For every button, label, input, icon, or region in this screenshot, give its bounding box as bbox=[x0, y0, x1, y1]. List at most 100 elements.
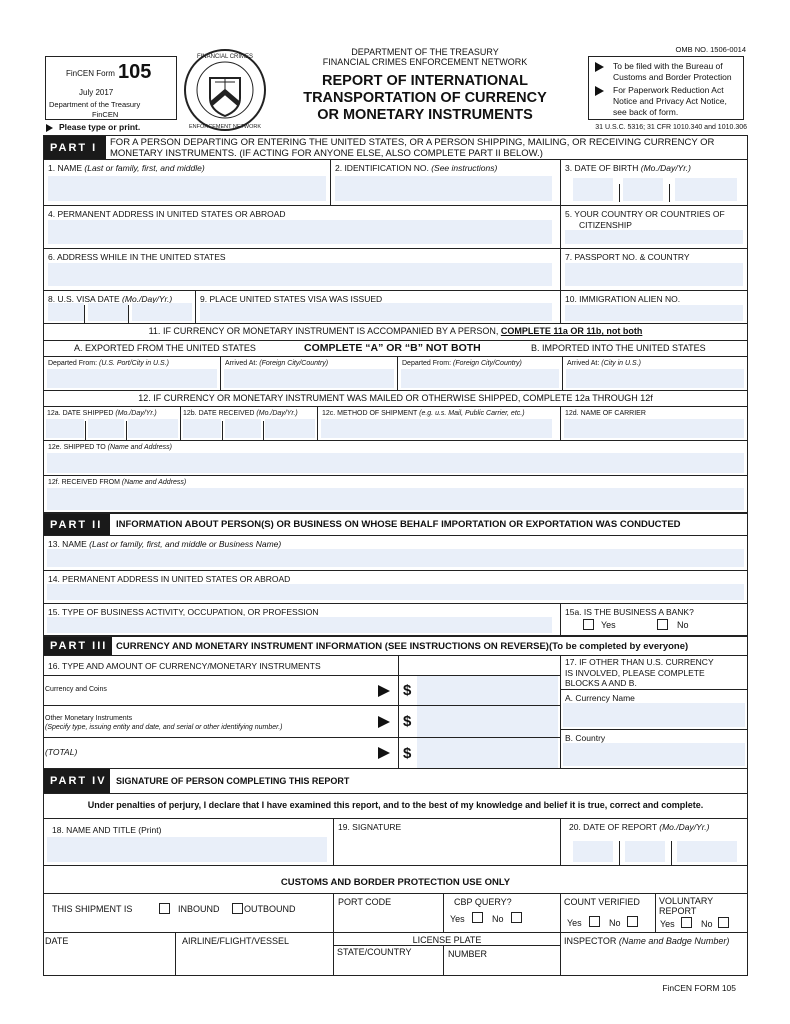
query-no-checkbox[interactable] bbox=[511, 912, 522, 923]
part-1-header: PART I FOR A PERSON DEPARTING OR ENTERIN… bbox=[43, 135, 748, 160]
svg-text:ENFORCEMENT NETWORK: ENFORCEMENT NETWORK bbox=[189, 124, 261, 130]
total-amount[interactable]: $ bbox=[398, 737, 561, 769]
license-plate: LICENSE PLATE STATE/COUNTRY NUMBER bbox=[333, 932, 561, 976]
license-plate-label: LICENSE PLATE bbox=[412, 935, 482, 945]
arrow-icon bbox=[595, 86, 604, 96]
us-address-field[interactable]: 6. ADDRESS WHILE IN THE UNITED STATES bbox=[43, 248, 561, 291]
inbound-label: INBOUND bbox=[178, 904, 220, 914]
form-label: FinCEN Form bbox=[66, 69, 115, 78]
count-no-checkbox[interactable] bbox=[627, 916, 638, 927]
query-yes-checkbox[interactable] bbox=[472, 912, 483, 923]
voluntary-label: VOLUNTARY REPORT bbox=[659, 896, 714, 916]
currency-coins-amount[interactable]: $ bbox=[398, 675, 561, 706]
arrow-icon bbox=[378, 716, 390, 728]
part-3-title: CURRENCY AND MONETARY INSTRUMENT INFORMA… bbox=[116, 641, 689, 652]
voluntary-report: VOLUNTARY REPORT Yes No bbox=[655, 893, 748, 933]
signature-field[interactable]: 19. SIGNATURE bbox=[333, 818, 561, 866]
part-1-label: PART I bbox=[44, 136, 106, 159]
please-type-note: Please type or print. bbox=[59, 122, 141, 132]
cbp-date-field[interactable]: DATE bbox=[43, 932, 176, 976]
imported-label: B. IMPORTED INTO THE UNITED STATES bbox=[531, 343, 706, 353]
no-label: No bbox=[609, 918, 621, 928]
name-title-field[interactable]: 18. NAME AND TITLE (Print) bbox=[43, 818, 334, 866]
perjury-statement: Under penalties of perjury, I declare th… bbox=[43, 793, 748, 819]
part-2-title: INFORMATION ABOUT PERSON(S) OR BUSINESS … bbox=[116, 519, 681, 530]
arrived-at-foreign-field[interactable]: Arrived At: (Foreign City/Country) bbox=[220, 356, 398, 391]
count-yes-checkbox[interactable] bbox=[589, 916, 600, 927]
arrow-icon bbox=[378, 747, 390, 759]
carrier-name-field[interactable]: 12d. NAME OF CARRIER bbox=[560, 406, 748, 441]
voluntary-yes-checkbox[interactable] bbox=[681, 917, 692, 928]
visa-place-field[interactable]: 9. PLACE UNITED STATES VISA WAS ISSUED bbox=[195, 290, 561, 324]
svg-text:FINANCIAL CRIMES: FINANCIAL CRIMES bbox=[197, 54, 253, 60]
dept-text: Department of the Treasury bbox=[49, 100, 141, 109]
section-11-header: 11. IF CURRENCY OR MONETARY INSTRUMENT I… bbox=[43, 323, 748, 341]
part-2-label: PART II bbox=[44, 514, 110, 535]
departed-from-us-field[interactable]: Departed From: (U.S. Port/City in U.S.) bbox=[43, 356, 221, 391]
shipment-method-field[interactable]: 12c. METHOD OF SHIPMENT (e.g. u.s. Mail,… bbox=[317, 406, 561, 441]
date-shipped-field[interactable]: 12a. DATE SHIPPED (Mo./Day/Yr.) bbox=[43, 406, 181, 441]
fincen-text: FinCEN bbox=[92, 110, 119, 119]
shipment-direction: THIS SHIPMENT IS INBOUND OUTBOUND bbox=[43, 893, 334, 933]
total-label: (TOTAL) bbox=[45, 747, 78, 757]
title-line-3: OR MONETARY INSTRUMENTS bbox=[317, 107, 533, 123]
cbp-query-label: CBP QUERY? bbox=[454, 897, 512, 907]
filing-notes-box: To be filed with the Bureau of Customs a… bbox=[588, 56, 744, 120]
is-bank-field: 15a. IS THE BUSINESS A BANK? Yes No bbox=[560, 603, 748, 636]
date-received-field[interactable]: 12b. DATE RECEIVED (Mo./Day/Yr.) bbox=[180, 406, 318, 441]
business-address-field[interactable]: 14. PERMANENT ADDRESS IN UNITED STATES O… bbox=[43, 570, 748, 604]
other-instruments-amount[interactable]: $ bbox=[398, 705, 561, 738]
section-17-header: 17. IF OTHER THAN U.S. CURRENCY IS INVOLV… bbox=[560, 655, 748, 690]
permanent-address-field[interactable]: 4. PERMANENT ADDRESS IN UNITED STATES OR… bbox=[43, 205, 561, 249]
yes-label: Yes bbox=[601, 620, 616, 630]
arrow-icon bbox=[378, 685, 390, 697]
part-1-desc: FOR A PERSON DEPARTING OR ENTERING THE U… bbox=[110, 137, 715, 159]
note-text: To be filed with the Bureau of bbox=[613, 61, 723, 71]
received-from-field[interactable]: 12f. RECEIVED FROM (Name and Address) bbox=[43, 475, 748, 513]
count-verified-label: COUNT VERIFIED bbox=[564, 897, 640, 907]
inbound-checkbox[interactable] bbox=[159, 903, 170, 914]
note-text: For Paperwork Reduction Act bbox=[613, 85, 724, 95]
currency-country-field[interactable]: B. Country bbox=[560, 729, 748, 769]
currency-name-field[interactable]: A. Currency Name bbox=[560, 689, 748, 730]
date-of-report-field[interactable]: 20. DATE OF REPORT (Mo./Day/Yr.) bbox=[560, 818, 748, 866]
other-instruments-row: Other Monetary Instruments (Specify type,… bbox=[43, 705, 399, 738]
currency-coins-row: Currency and Coins bbox=[43, 675, 399, 706]
date-of-birth-field[interactable]: 3. DATE OF BIRTH (Mo./Day/Yr.) bbox=[560, 159, 748, 206]
exported-label: A. EXPORTED FROM THE UNITED STATES bbox=[74, 343, 256, 353]
part-4-label: PART IV bbox=[44, 769, 110, 793]
arrived-at-us-field[interactable]: Arrived At: (City in U.S.) bbox=[562, 356, 748, 391]
visa-date-field[interactable]: 8. U.S. VISA DATE (Mo./Day/Yr.) bbox=[43, 290, 196, 324]
citizenship-field[interactable]: 5. YOUR COUNTRY OR COUNTRIES OF CITIZENSH… bbox=[560, 205, 748, 249]
plate-number-field[interactable]: NUMBER bbox=[448, 949, 488, 959]
state-country-field[interactable]: STATE/COUNTRY bbox=[337, 947, 412, 957]
outbound-checkbox[interactable] bbox=[232, 903, 243, 914]
amount-header-cell bbox=[398, 655, 561, 676]
shipped-to-field[interactable]: 12e. SHIPPED TO (Name and Address) bbox=[43, 440, 748, 476]
no-label: No bbox=[492, 914, 504, 924]
business-type-field[interactable]: 15. TYPE OF BUSINESS ACTIVITY, OCCUPATIO… bbox=[43, 603, 561, 636]
arrow-icon bbox=[595, 62, 604, 72]
bank-yes-checkbox[interactable] bbox=[583, 619, 594, 630]
business-name-field[interactable]: 13. NAME (Last or family, first, and mid… bbox=[43, 535, 748, 571]
alien-number-field[interactable]: 10. IMMIGRATION ALIEN NO. bbox=[560, 290, 748, 324]
name-field[interactable]: 1. NAME (Last or family, first, and midd… bbox=[43, 159, 331, 206]
footer-form-id: FinCEN FORM 105 bbox=[662, 983, 736, 993]
cbp-header: CUSTOMS AND BORDER PROTECTION USE ONLY bbox=[43, 865, 748, 894]
voluntary-no-checkbox[interactable] bbox=[718, 917, 729, 928]
port-code-field[interactable]: PORT CODE bbox=[333, 893, 444, 933]
other-instruments-label: Other Monetary Instruments (Specify type,… bbox=[45, 715, 283, 731]
form-date: July 2017 bbox=[79, 88, 114, 97]
departed-from-foreign-field[interactable]: Departed From: (Foreign City/Country) bbox=[397, 356, 563, 391]
airline-field[interactable]: AIRLINE/FLIGHT/VESSEL bbox=[175, 932, 334, 976]
yes-label: Yes bbox=[567, 918, 582, 928]
title-line-2: TRANSPORTATION OF CURRENCY bbox=[303, 90, 547, 106]
count-verified: COUNT VERIFIED Yes No bbox=[560, 893, 656, 933]
form-id-box: FinCEN Form 105 July 2017 Department of … bbox=[45, 56, 177, 120]
passport-field[interactable]: 7. PASSPORT NO. & COUNTRY bbox=[560, 248, 748, 291]
bank-no-checkbox[interactable] bbox=[657, 619, 668, 630]
identification-field[interactable]: 2. IDENTIFICATION NO. (See instructions) bbox=[330, 159, 561, 206]
arrow-icon bbox=[46, 124, 53, 132]
inspector-field[interactable]: INSPECTOR (Name and Badge Number) bbox=[560, 932, 748, 976]
part-4-header: PART IV SIGNATURE OF PERSON COMPLETING T… bbox=[43, 768, 748, 794]
